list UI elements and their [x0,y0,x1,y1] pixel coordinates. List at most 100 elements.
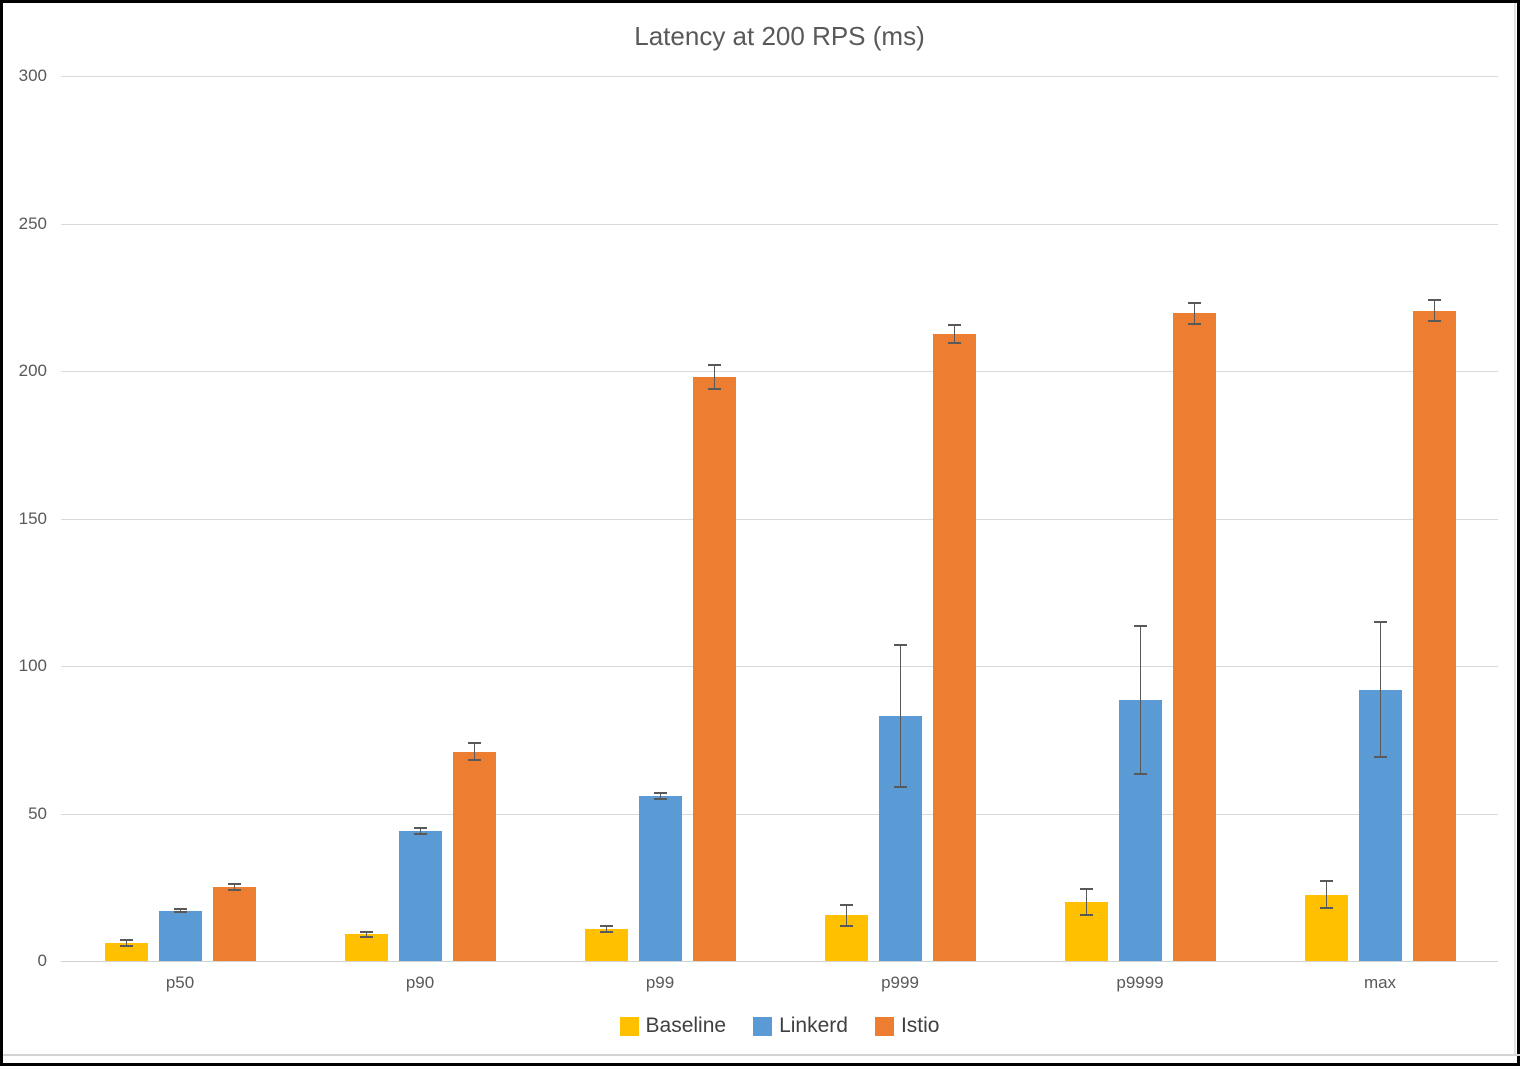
error-bar-cap [599,924,613,927]
y-axis-tick-label: 50 [28,804,47,823]
error-bar-cap [173,908,187,911]
y-gridline [61,814,1498,815]
bar-baseline-p99 [584,928,628,961]
error-bar-cap [1187,302,1201,305]
error-bar-line [473,742,475,761]
error-bar-cap [359,930,373,933]
error-bar-cap [947,324,961,327]
error-bar-line [899,645,901,787]
y-gridline [61,519,1498,520]
error-bar-line [605,925,607,932]
x-axis-category-label: max [1363,973,1397,992]
error-bar-cap [413,827,427,830]
error-bar-line [1325,881,1327,908]
legend-item-istio: Istio [874,1014,940,1038]
error-bar-cap [359,936,373,939]
error-bar-line [845,904,847,926]
y-gridline [61,666,1498,667]
error-bar-cap [467,759,481,762]
error-bar-cap [707,364,721,367]
error-bar-cap [1079,914,1093,917]
y-axis-tick-label: 200 [18,361,47,380]
legend-label: Linkerd [779,1014,848,1037]
y-axis-tick-label: 150 [18,509,47,528]
error-bar-cap [119,939,133,942]
error-bar-line [713,365,715,389]
error-bar-cap [1373,620,1387,623]
error-bar-cap [893,644,907,647]
legend-label: Baseline [645,1014,727,1037]
error-bar-cap [1427,299,1441,302]
legend: Baseline Linkerd Istio [61,1014,1498,1038]
legend-swatch-icon [874,1016,894,1036]
error-bar-cap [947,341,961,344]
error-bar-cap [1319,906,1333,909]
chart-right-edge [1514,3,1516,1056]
error-bar-cap [467,741,481,744]
error-bar-cap [1319,880,1333,883]
bar-baseline-p50 [104,943,148,961]
y-axis-tick-label: 0 [37,951,47,970]
error-bar-line [659,792,661,799]
error-bar-cap [1133,772,1147,775]
error-bar-line [233,884,235,891]
error-bar-line [1379,621,1381,758]
error-bar-cap [1187,322,1201,325]
y-axis-tick-label: 300 [18,66,47,85]
chart-bottom-edge [3,1054,1520,1056]
x-axis-category-label: p999 [881,973,919,992]
error-bar-cap [839,903,853,906]
error-bar-cap [1133,625,1147,628]
bar-linkerd-p90 [398,831,442,961]
error-bar-cap [653,797,667,800]
error-bar-line [1085,888,1087,916]
error-bar-cap [173,911,187,914]
x-axis-category-label: p50 [165,973,195,992]
plot-area: 0 50 100 150 200 250 300 p50 p90 p99 p999 p9999 max [3,3,1520,1069]
chart-title: Latency at 200 RPS (ms) [634,21,925,51]
error-bar-line [1433,300,1435,321]
bar-istio-p9999 [1172,313,1216,961]
bar-istio-p90 [452,751,496,961]
x-axis-category-label: p99 [645,973,675,992]
error-bar-line [125,940,127,947]
x-axis-category-label: p90 [405,973,435,992]
y-axis-tick-label: 250 [18,214,47,233]
legend-swatch-icon [619,1016,639,1036]
y-gridline [61,76,1498,77]
bar-linkerd-p50 [158,910,202,961]
bar-istio-p99 [692,376,736,961]
error-bar-cap [707,387,721,390]
error-bar-cap [893,785,907,788]
error-bar-line [1193,303,1195,324]
y-gridline [61,224,1498,225]
error-bar-cap [1079,887,1093,890]
error-bar-cap [119,945,133,948]
legend-label: Istio [900,1014,940,1037]
bar-istio-p999 [932,334,976,961]
error-bar-line [419,828,421,835]
bar-istio-p50 [212,887,256,961]
error-bar-cap [599,930,613,933]
legend-item-linkerd: Linkerd [753,1014,848,1038]
error-bar-cap [413,833,427,836]
error-bar-line [1139,626,1141,774]
error-bar-cap [839,924,853,927]
error-bar-cap [227,889,241,892]
error-bar-cap [653,791,667,794]
error-bar-line [179,909,181,913]
x-axis-line [61,961,1498,962]
x-axis-category-label: p9999 [1116,973,1164,992]
legend-item-baseline: Baseline [619,1014,727,1038]
error-bar-cap [1373,756,1387,759]
error-bar-cap [1427,319,1441,322]
bar-istio-max [1412,310,1456,961]
legend-swatch-icon [753,1016,773,1036]
y-gridline [61,371,1498,372]
y-axis-tick-label: 100 [18,656,47,675]
error-bar-cap [227,883,241,886]
error-bar-line [953,325,955,343]
bar-baseline-p90 [344,934,388,961]
error-bar-line [365,931,367,938]
